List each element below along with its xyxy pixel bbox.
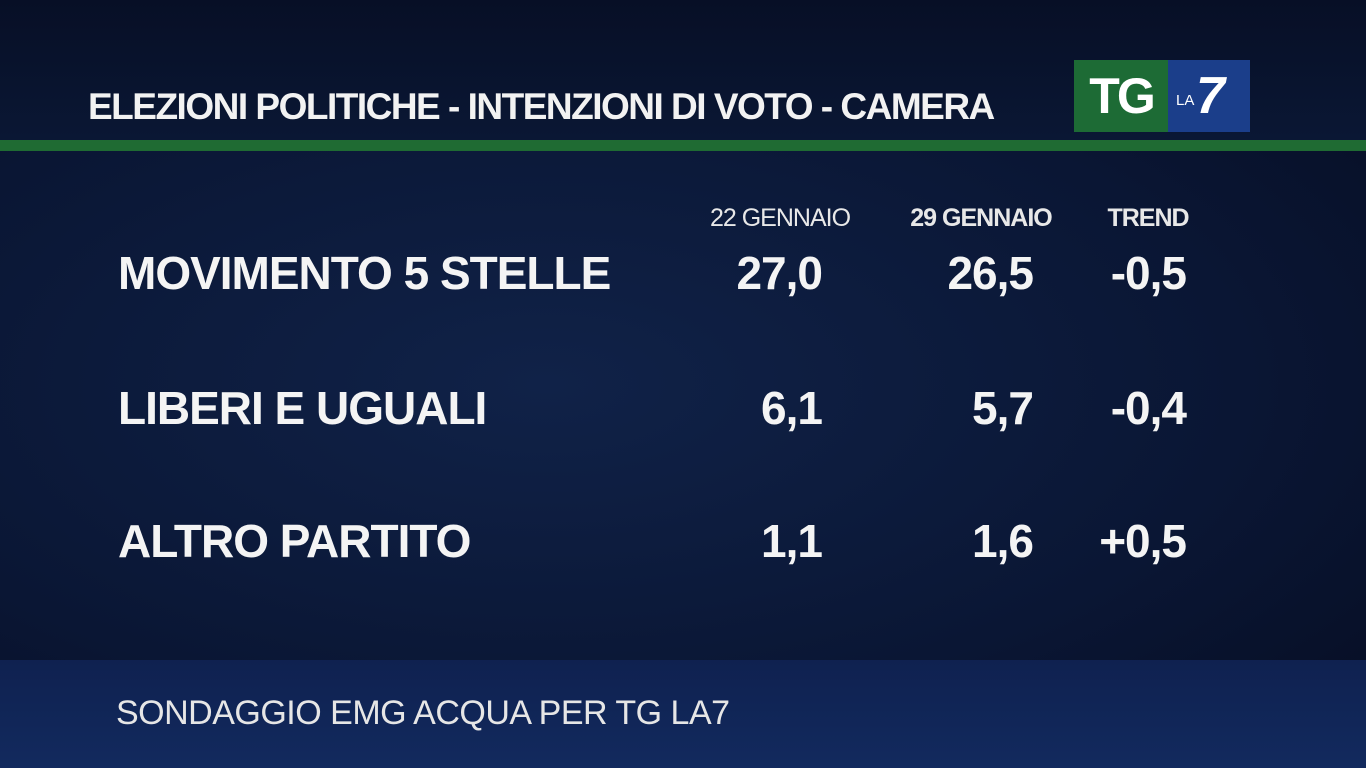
source: SONDAGGIO EMG ACQUA PER TG LA7 <box>116 694 730 732</box>
poll-value: 1,1 <box>761 515 823 567</box>
column-header: 29 GENNAIO <box>910 204 1052 232</box>
poll-value: -0,5 <box>1110 247 1187 299</box>
title: ELEZIONI POLITICHE - INTENZIONI DI VOTO … <box>88 86 995 127</box>
column-header: TREND <box>1107 204 1189 232</box>
poll-value: 5,7 <box>972 382 1034 434</box>
poll-value: 6,1 <box>761 382 823 434</box>
poll-value: +0,5 <box>1099 515 1187 567</box>
party-name: LIBERI E UGUALI <box>118 382 487 434</box>
poll-value: -0,4 <box>1110 382 1187 434</box>
logo-la7: LA 7 <box>1168 60 1250 132</box>
logo-number: 7 <box>1196 67 1225 125</box>
poll-value: 1,6 <box>972 515 1034 567</box>
poll-value: 27,0 <box>736 247 823 299</box>
logo-tg: TG <box>1074 60 1168 132</box>
party-name: ALTRO PARTITO <box>118 515 471 567</box>
header-rule <box>0 140 1366 151</box>
footer: SONDAGGIO EMG ACQUA PER TG LA7 <box>0 660 1366 768</box>
poll-value: 26,5 <box>947 247 1034 299</box>
party-name: MOVIMENTO 5 STELLE <box>118 247 611 299</box>
column-header: 22 GENNAIO <box>709 204 851 232</box>
logo-la: LA <box>1176 92 1195 109</box>
